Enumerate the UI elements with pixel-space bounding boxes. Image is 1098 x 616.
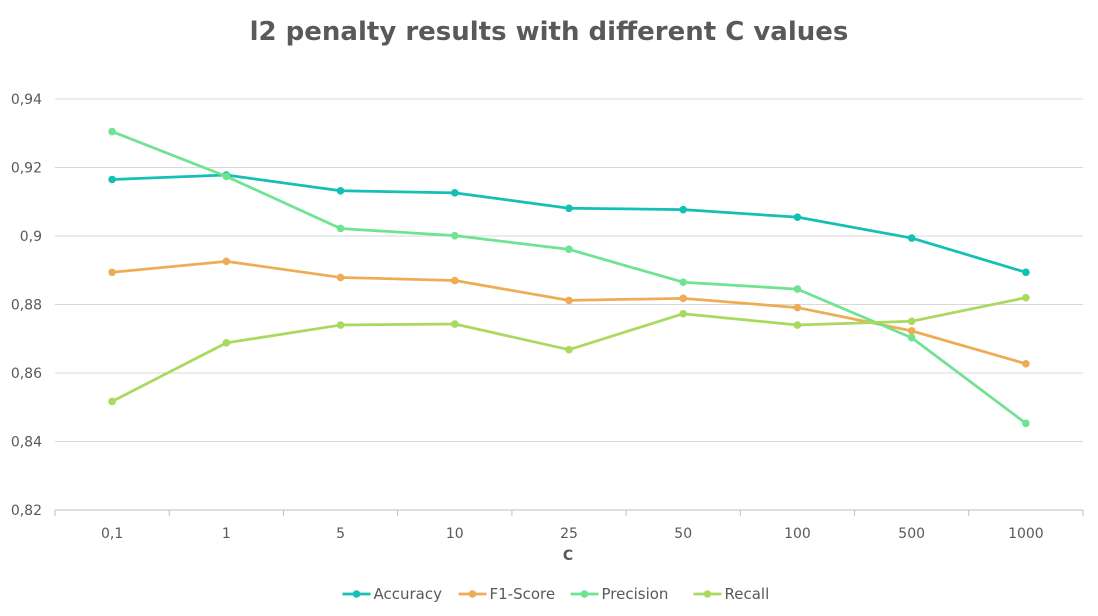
y-tick-label: 0,86 xyxy=(11,366,42,382)
y-tick-label: 0,84 xyxy=(11,435,42,451)
data-point xyxy=(336,321,345,329)
data-point xyxy=(565,204,573,213)
x-tick-label: 5 xyxy=(336,526,345,542)
legend: Accuracy F1-Score Precision Recall xyxy=(342,585,770,603)
data-point xyxy=(1022,419,1030,428)
data-point xyxy=(108,397,116,406)
data-point xyxy=(679,294,688,303)
series-group xyxy=(108,127,1030,428)
data-point xyxy=(450,276,459,285)
data-point xyxy=(336,273,345,282)
data-point xyxy=(336,186,345,195)
data-point xyxy=(793,213,802,221)
data-point xyxy=(565,245,573,254)
x-axis-label: C xyxy=(563,548,573,564)
data-point xyxy=(108,127,116,136)
series-line xyxy=(110,173,1028,274)
data-point xyxy=(450,320,459,328)
data-point xyxy=(907,234,916,242)
series-precision xyxy=(108,127,1030,428)
x-tick-label: 1000 xyxy=(1008,526,1044,542)
legend-marker xyxy=(703,590,712,598)
y-tick-label: 0,88 xyxy=(11,298,42,314)
y-tick-label: 0,92 xyxy=(11,161,42,177)
legend-item: Precision xyxy=(570,585,669,603)
data-point xyxy=(565,345,573,354)
legend-item: F1-Score xyxy=(458,585,556,603)
series-line xyxy=(110,130,1028,425)
y-tick-label: 0,94 xyxy=(11,92,42,108)
data-point xyxy=(793,303,802,312)
legend-marker xyxy=(352,590,361,598)
x-tick-label: 25 xyxy=(560,526,578,542)
data-point xyxy=(1022,359,1030,368)
data-point xyxy=(679,205,688,214)
legend-item: Recall xyxy=(693,585,770,603)
legend-item: Accuracy xyxy=(342,585,443,603)
data-point xyxy=(108,268,116,277)
data-point xyxy=(793,321,802,329)
data-point xyxy=(679,278,688,287)
data-point xyxy=(907,333,916,342)
legend-label: Accuracy xyxy=(374,585,443,603)
data-point xyxy=(336,224,345,233)
data-point xyxy=(108,175,116,184)
x-tick-label: 10 xyxy=(446,526,464,542)
data-point xyxy=(907,327,916,335)
legend-label: Recall xyxy=(725,585,770,603)
series-recall xyxy=(108,293,1030,406)
x-tick-label: 100 xyxy=(784,526,811,542)
axes: 0,82 0,84 0,86 0,88 0,9 0,92 0,94 0,1 1 5 10 25 50 10… xyxy=(11,92,1084,542)
data-point xyxy=(907,317,916,326)
chart-title: l2 penalty results with different C valu… xyxy=(250,17,849,47)
data-point xyxy=(450,231,459,240)
gridlines xyxy=(55,98,1083,442)
x-tick-label: 500 xyxy=(898,526,925,542)
y-tick-label: 0,82 xyxy=(11,503,42,519)
data-point xyxy=(793,285,802,293)
series-accuracy xyxy=(108,171,1030,277)
legend-label: Precision xyxy=(602,585,669,603)
legend-label: F1-Score xyxy=(490,585,556,603)
data-point xyxy=(222,257,231,266)
legend-marker xyxy=(580,590,589,598)
data-point xyxy=(222,339,231,347)
data-point xyxy=(450,189,459,197)
x-tick-label: 50 xyxy=(674,526,692,542)
data-point xyxy=(1022,268,1030,277)
x-tick-label: 0,1 xyxy=(101,526,123,542)
data-point xyxy=(565,296,573,305)
y-tick-label: 0,9 xyxy=(20,229,42,245)
data-point xyxy=(679,309,688,318)
legend-marker xyxy=(468,590,477,598)
data-point xyxy=(222,172,231,181)
x-tick-label: 1 xyxy=(222,526,231,542)
data-point xyxy=(1022,293,1030,302)
